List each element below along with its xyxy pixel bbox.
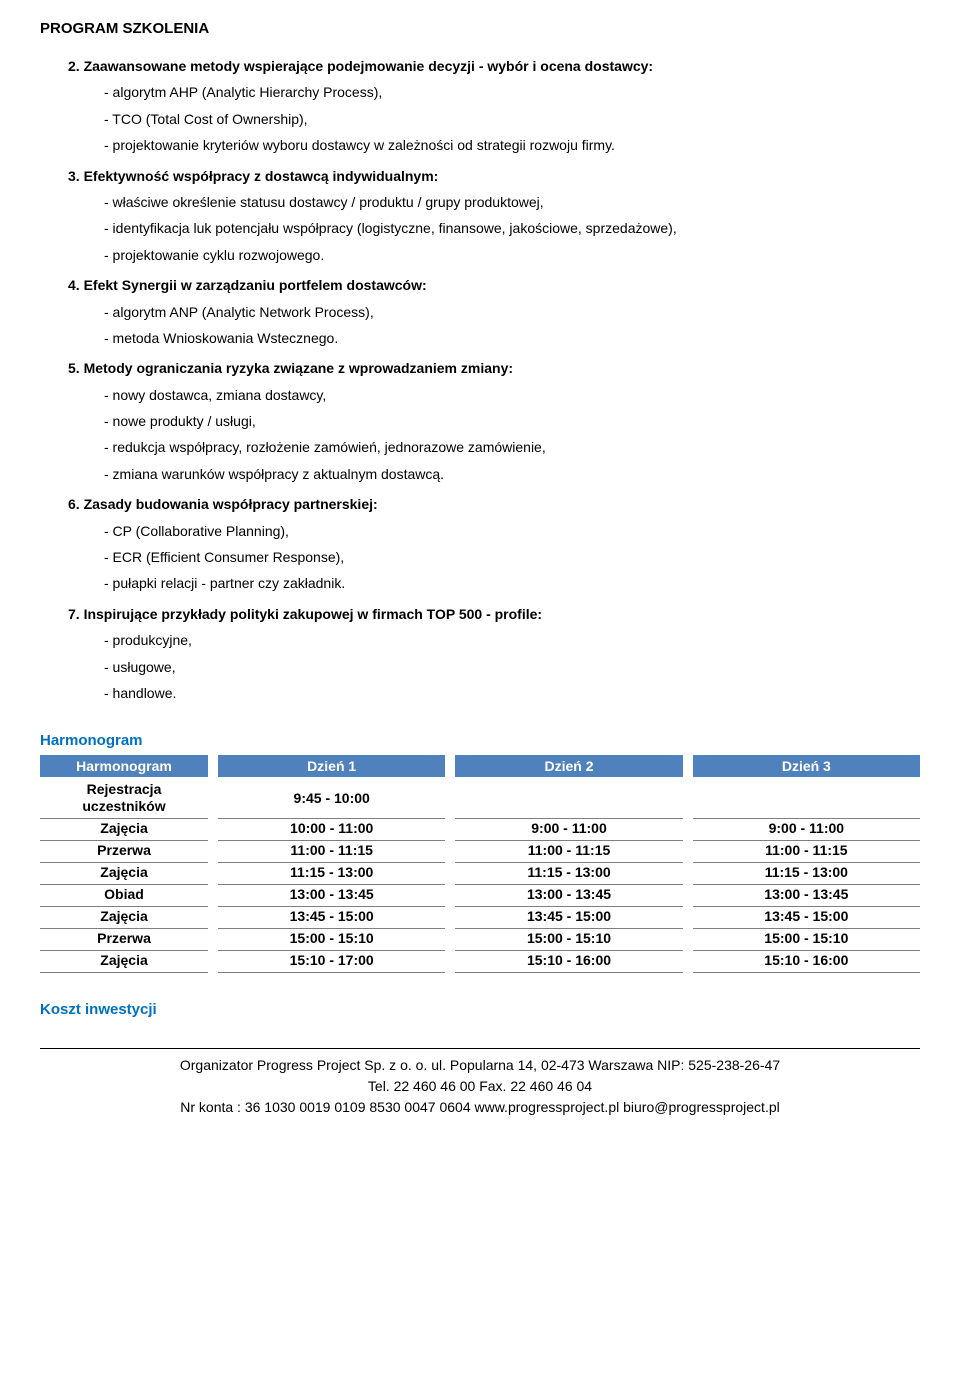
row-label: Zajęcia [40, 907, 208, 929]
day-header: Dzień 3 [693, 755, 920, 777]
sub-item: - handlowe. [104, 682, 920, 704]
row-label: Zajęcia [40, 863, 208, 885]
schedule-header-label: Harmonogram [40, 755, 208, 777]
sub-item: - zmiana warunków współpracy z aktualnym… [104, 463, 920, 485]
day-header: Dzień 2 [455, 755, 682, 777]
schedule-cell: 15:10 - 17:00 [218, 951, 445, 973]
sub-list: - CP (Collaborative Planning), - ECR (Ef… [68, 520, 920, 595]
schedule-cell: 11:00 - 11:15 [455, 841, 682, 863]
schedule-cell: 13:45 - 15:00 [693, 907, 920, 929]
schedule-cell: 13:00 - 13:45 [693, 885, 920, 907]
item-heading: 5. Metody ograniczania ryzyka związane z… [68, 357, 920, 379]
schedule-table: Harmonogram Rejestracja uczestników Zaję… [40, 755, 920, 973]
schedule-cell: 13:00 - 13:45 [218, 885, 445, 907]
row-label-text: Rejestracja uczestników [44, 781, 204, 815]
row-label: Zajęcia [40, 819, 208, 841]
schedule-day2-col: Dzień 2 9:00 - 11:00 11:00 - 11:15 11:15… [455, 755, 682, 973]
sub-item: - produkcyjne, [104, 629, 920, 651]
schedule-day1-col: Dzień 1 9:45 - 10:00 10:00 - 11:00 11:00… [218, 755, 445, 973]
sub-item: - nowy dostawca, zmiana dostawcy, [104, 384, 920, 406]
item-heading: 6. Zasady budowania współpracy partnersk… [68, 493, 920, 515]
schedule-cell: 15:00 - 15:10 [455, 929, 682, 951]
sub-list: - algorytm ANP (Analytic Network Process… [68, 301, 920, 350]
schedule-cell: 13:00 - 13:45 [455, 885, 682, 907]
sub-item: - usługowe, [104, 656, 920, 678]
item-heading: 3. Efektywność współpracy z dostawcą ind… [68, 165, 920, 187]
schedule-cell: 15:10 - 16:00 [455, 951, 682, 973]
sub-item: - TCO (Total Cost of Ownership), [104, 108, 920, 130]
cost-title: Koszt inwestycji [40, 1001, 920, 1018]
row-label: Rejestracja uczestników [40, 777, 208, 819]
schedule-cell: 15:00 - 15:10 [218, 929, 445, 951]
sub-list: - właściwe określenie statusu dostawcy /… [68, 191, 920, 266]
sub-item: - pułapki relacji - partner czy zakładni… [104, 572, 920, 594]
program-content: 2. Zaawansowane metody wspierające podej… [40, 55, 920, 704]
row-label: Przerwa [40, 841, 208, 863]
sub-item: - ECR (Efficient Consumer Response), [104, 546, 920, 568]
item-heading: 2. Zaawansowane metody wspierające podej… [68, 55, 920, 77]
sub-list: - nowy dostawca, zmiana dostawcy, - nowe… [68, 384, 920, 486]
schedule-cell: 11:15 - 13:00 [218, 863, 445, 885]
sub-item: - projektowanie cyklu rozwojowego. [104, 244, 920, 266]
row-label: Przerwa [40, 929, 208, 951]
sub-item: - nowe produkty / usługi, [104, 410, 920, 432]
sub-item: - identyfikacja luk potencjału współprac… [104, 217, 920, 239]
sub-item: - CP (Collaborative Planning), [104, 520, 920, 542]
footer: Organizator Progress Project Sp. z o. o.… [40, 1048, 920, 1118]
schedule-title: Harmonogram [40, 732, 920, 749]
schedule-cell: 11:15 - 13:00 [693, 863, 920, 885]
schedule-cell: 13:45 - 15:00 [455, 907, 682, 929]
program-title: PROGRAM SZKOLENIA [40, 20, 920, 37]
footer-line: Tel. 22 460 46 00 Fax. 22 460 46 04 [40, 1076, 920, 1097]
sub-item: - redukcja współpracy, rozłożenie zamówi… [104, 436, 920, 458]
sub-item: - metoda Wnioskowania Wstecznego. [104, 327, 920, 349]
schedule-cell: 9:00 - 11:00 [455, 819, 682, 841]
sub-item: - właściwe określenie statusu dostawcy /… [104, 191, 920, 213]
sub-item: - algorytm ANP (Analytic Network Process… [104, 301, 920, 323]
item-heading: 4. Efekt Synergii w zarządzaniu portfele… [68, 274, 920, 296]
sub-list: - produkcyjne, - usługowe, - handlowe. [68, 629, 920, 704]
schedule-cell: 10:00 - 11:00 [218, 819, 445, 841]
item-heading: 7. Inspirujące przykłady polityki zakupo… [68, 603, 920, 625]
footer-line: Organizator Progress Project Sp. z o. o.… [40, 1055, 920, 1076]
schedule-cell: 9:45 - 10:00 [218, 777, 445, 819]
schedule-cell: 15:00 - 15:10 [693, 929, 920, 951]
schedule-cell: 15:10 - 16:00 [693, 951, 920, 973]
schedule-cell [455, 777, 682, 819]
schedule-day3-col: Dzień 3 9:00 - 11:00 11:00 - 11:15 11:15… [693, 755, 920, 973]
schedule-cell: 11:15 - 13:00 [455, 863, 682, 885]
day-header: Dzień 1 [218, 755, 445, 777]
row-label: Zajęcia [40, 951, 208, 973]
schedule-labels-col: Harmonogram Rejestracja uczestników Zaję… [40, 755, 208, 973]
schedule-cell: 13:45 - 15:00 [218, 907, 445, 929]
sub-item: - algorytm AHP (Analytic Hierarchy Proce… [104, 81, 920, 103]
sub-item: - projektowanie kryteriów wyboru dostawc… [104, 134, 920, 156]
footer-line: Nr konta : 36 1030 0019 0109 8530 0047 0… [40, 1097, 920, 1118]
schedule-cell [693, 777, 920, 819]
schedule-cell: 11:00 - 11:15 [218, 841, 445, 863]
row-label: Obiad [40, 885, 208, 907]
schedule-cell: 11:00 - 11:15 [693, 841, 920, 863]
sub-list: - algorytm AHP (Analytic Hierarchy Proce… [68, 81, 920, 156]
schedule-cell: 9:00 - 11:00 [693, 819, 920, 841]
